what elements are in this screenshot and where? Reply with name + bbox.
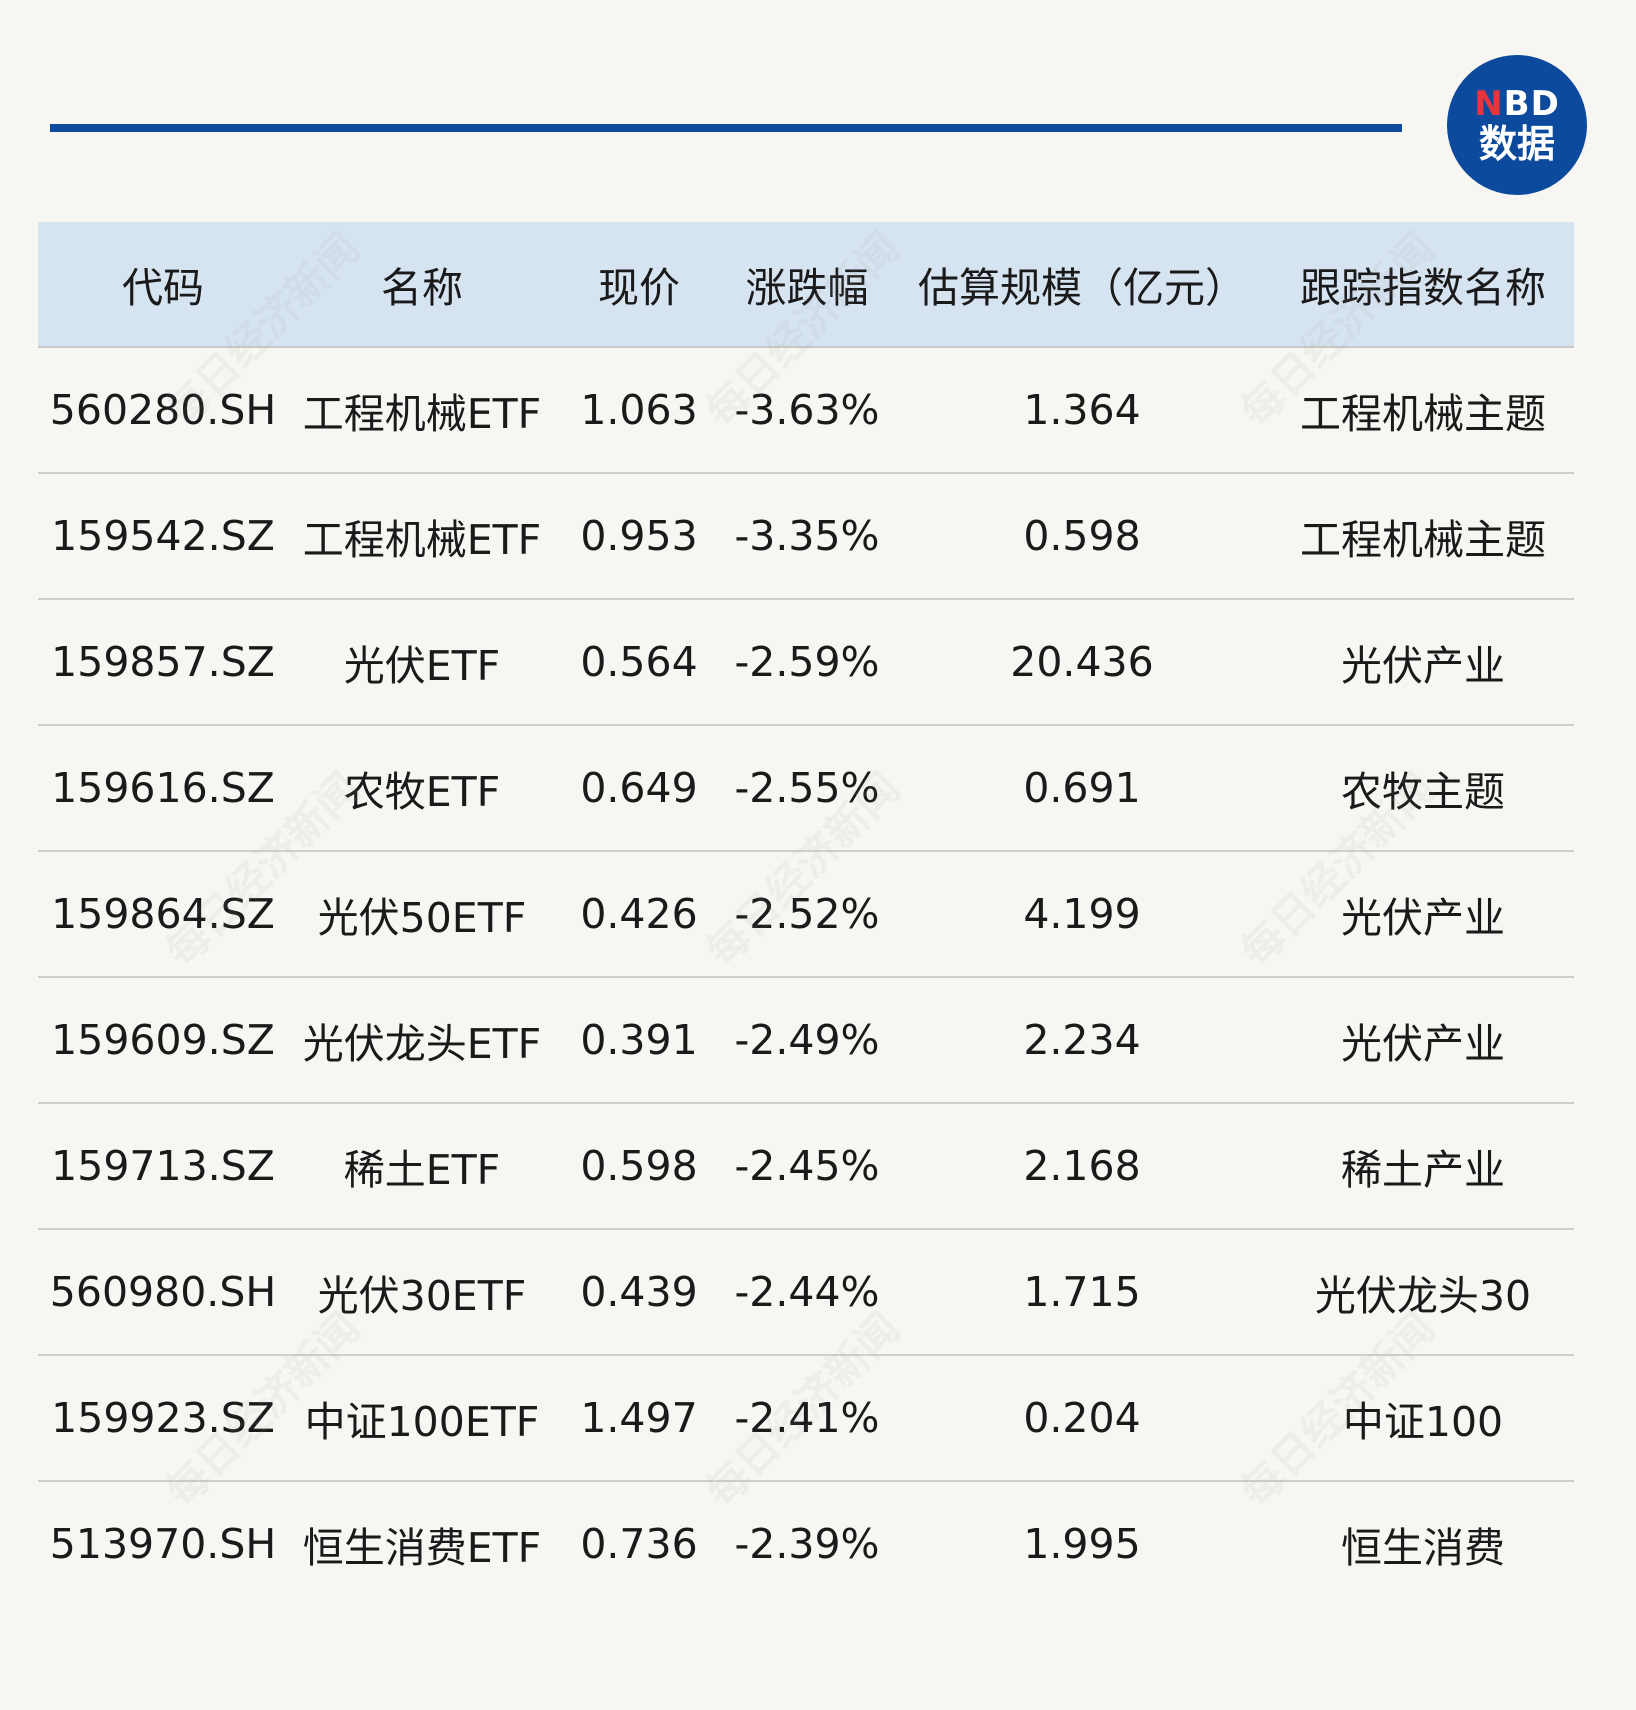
table-row: 159713.SZ 稀土ETF 0.598 -2.45% 2.168 稀土产业 <box>38 1103 1574 1230</box>
header-index: 跟踪指数名称 <box>1272 222 1574 348</box>
nbd-data-logo: NBD 数据 <box>1447 55 1587 195</box>
table-row: 513970.SH 恒生消费ETF 0.736 -2.39% 1.995 恒生消… <box>38 1481 1574 1606</box>
table-row: 560980.SH 光伏30ETF 0.439 -2.44% 1.715 光伏龙… <box>38 1229 1574 1356</box>
cell-index: 光伏产业 <box>1272 599 1574 726</box>
table-row: 560280.SH 工程机械ETF 1.063 -3.63% 1.364 工程机… <box>38 347 1574 474</box>
table-row: 159542.SZ 工程机械ETF 0.953 -3.35% 0.598 工程机… <box>38 473 1574 600</box>
header-code: 代码 <box>38 222 288 348</box>
cell-price: 0.564 <box>556 599 722 726</box>
header-price: 现价 <box>556 222 722 348</box>
cell-price: 0.953 <box>556 473 722 600</box>
table-header-row: 代码 名称 现价 涨跌幅 估算规模（亿元） 跟踪指数名称 <box>38 222 1574 348</box>
cell-change: -2.41% <box>722 1355 892 1482</box>
cell-index: 中证100 <box>1272 1355 1574 1482</box>
cell-name: 中证100ETF <box>288 1355 556 1482</box>
cell-price: 0.598 <box>556 1103 722 1230</box>
cell-price: 1.497 <box>556 1355 722 1482</box>
cell-price: 0.736 <box>580 1520 698 1568</box>
cell-change: -2.44% <box>722 1229 892 1356</box>
cell-change: -2.59% <box>722 599 892 726</box>
logo-text-nbd: NBD <box>1474 87 1560 121</box>
cell-price: 0.391 <box>556 977 722 1104</box>
cell-index: 工程机械主题 <box>1272 473 1574 600</box>
cell-scale: 0.598 <box>892 473 1272 600</box>
cell-index: 光伏龙头30 <box>1272 1229 1574 1356</box>
cell-name: 光伏龙头ETF <box>288 977 556 1104</box>
table-row: 159609.SZ 光伏龙头ETF 0.391 -2.49% 2.234 光伏产… <box>38 977 1574 1104</box>
table-row: 159864.SZ 光伏50ETF 0.426 -2.52% 4.199 光伏产… <box>38 851 1574 978</box>
cell-code: 159857.SZ <box>38 599 288 726</box>
cell-change: -3.63% <box>722 347 892 474</box>
cell-scale: 20.436 <box>892 599 1272 726</box>
cell-scale: 4.199 <box>892 851 1272 978</box>
header-name: 名称 <box>288 222 556 348</box>
cell-name: 工程机械ETF <box>288 473 556 600</box>
cell-scale: 1.715 <box>892 1229 1272 1356</box>
cell-index: 工程机械主题 <box>1272 347 1574 474</box>
cell-change: -2.39% <box>734 1520 880 1568</box>
cell-code: 560280.SH <box>38 347 288 474</box>
cell-code: 159864.SZ <box>38 851 288 978</box>
cell-scale: 0.691 <box>892 725 1272 852</box>
cell-change: -2.49% <box>722 977 892 1104</box>
cell-name: 光伏30ETF <box>288 1229 556 1356</box>
cell-price: 0.426 <box>556 851 722 978</box>
table-row: 159857.SZ 光伏ETF 0.564 -2.59% 20.436 光伏产业 <box>38 599 1574 726</box>
cell-scale: 1.364 <box>892 347 1272 474</box>
cell-scale: 2.168 <box>892 1103 1272 1230</box>
cell-price: 1.063 <box>556 347 722 474</box>
cell-index: 光伏产业 <box>1272 977 1574 1104</box>
logo-letters-bd: BD <box>1503 84 1560 124</box>
cell-code: 560980.SH <box>38 1229 288 1356</box>
cell-code: 513970.SH <box>49 1520 277 1568</box>
cell-price: 0.439 <box>556 1229 722 1356</box>
etf-table: 代码 名称 现价 涨跌幅 估算规模（亿元） 跟踪指数名称 560280.SH 工… <box>38 222 1574 1606</box>
table-row: 159616.SZ 农牧ETF 0.649 -2.55% 0.691 农牧主题 <box>38 725 1574 852</box>
cell-change: -2.52% <box>722 851 892 978</box>
cell-price: 0.649 <box>556 725 722 852</box>
cell-change: -3.35% <box>722 473 892 600</box>
cell-index: 农牧主题 <box>1272 725 1574 852</box>
cell-scale: 2.234 <box>892 977 1272 1104</box>
cell-code: 159713.SZ <box>38 1103 288 1230</box>
cell-code: 159923.SZ <box>38 1355 288 1482</box>
cell-change: -2.45% <box>722 1103 892 1230</box>
cell-code: 159542.SZ <box>38 473 288 600</box>
cell-index: 恒生消费 <box>1341 1524 1505 1572</box>
cell-code: 159609.SZ <box>38 977 288 1104</box>
cell-name: 工程机械ETF <box>288 347 556 474</box>
logo-letter-n: N <box>1474 84 1504 124</box>
cell-name: 稀土ETF <box>288 1103 556 1230</box>
cell-index: 光伏产业 <box>1272 851 1574 978</box>
cell-name: 恒生消费ETF <box>302 1524 542 1572</box>
cell-change: -2.55% <box>722 725 892 852</box>
header-scale: 估算规模（亿元） <box>892 222 1272 348</box>
table-row: 159923.SZ 中证100ETF 1.497 -2.41% 0.204 中证… <box>38 1355 1574 1482</box>
cell-scale: 0.204 <box>892 1355 1272 1482</box>
cell-index: 稀土产业 <box>1272 1103 1574 1230</box>
top-rule <box>50 124 1402 132</box>
header-change: 涨跌幅 <box>722 222 892 348</box>
cell-name: 农牧ETF <box>288 725 556 852</box>
cell-name: 光伏ETF <box>288 599 556 726</box>
cell-name: 光伏50ETF <box>288 851 556 978</box>
logo-text-data: 数据 <box>1478 122 1555 166</box>
cell-scale: 1.995 <box>1023 1520 1141 1568</box>
cell-code: 159616.SZ <box>38 725 288 852</box>
